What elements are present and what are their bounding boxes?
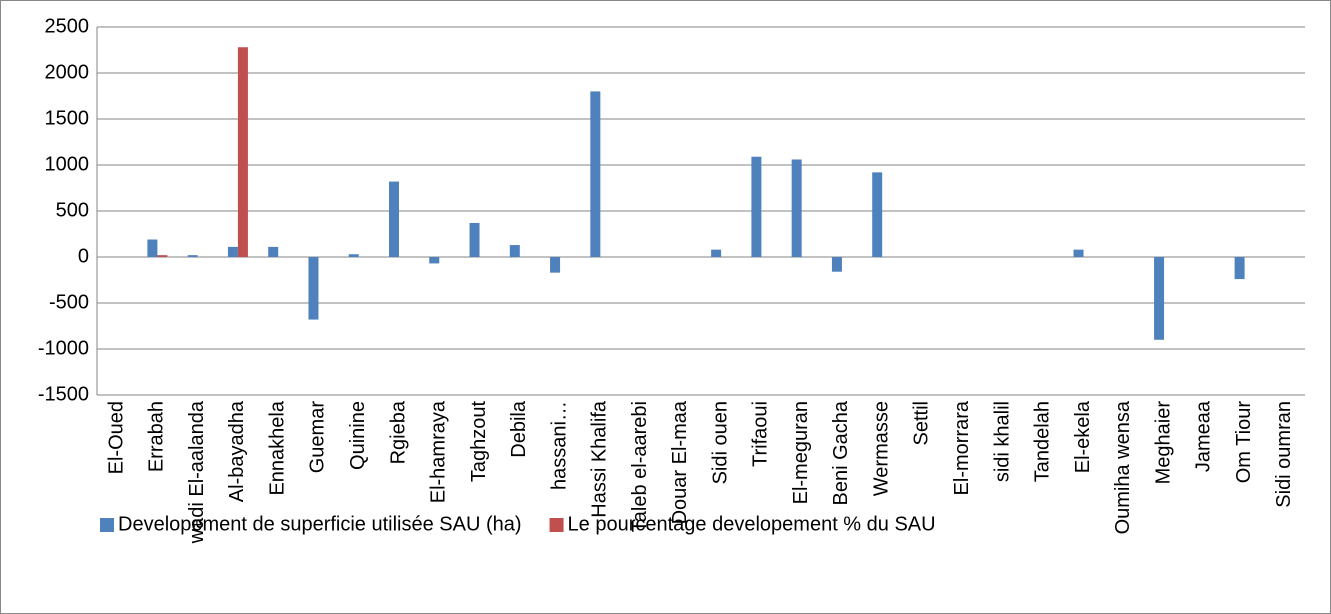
x-tick-label: El-morrara [951,400,973,495]
bar [237,47,248,257]
bar [429,257,440,264]
legend-label: Developement de superficie utilisée SAU … [118,513,522,535]
y-tick-label: -1000 [38,337,89,359]
bar [1073,249,1084,257]
x-tick-label: Quinine [347,401,369,470]
bar [469,222,480,257]
x-tick-label: Hassi Khalifa [589,400,611,518]
bar [509,245,520,257]
legend-swatch [100,518,114,532]
y-tick-label: 2500 [45,15,90,37]
x-tick-label: Oumiha wensa [1112,400,1134,534]
x-tick-label: Wermasse [870,401,892,496]
bar [751,156,762,257]
x-tick-label: Sidi ouen [709,401,731,484]
x-tick-label: Rgieba [387,400,409,464]
x-tick-label: El-hamraya [428,400,450,503]
bar [1154,257,1165,340]
x-tick-label: Guemar [307,401,329,474]
x-tick-label: Al-bayadha [226,400,248,502]
bar [389,181,399,257]
x-tick-label: Errabah [146,401,168,472]
x-tick-label: Douar El-maa [669,400,691,524]
x-tick-label: El-ekela [1072,400,1094,473]
x-tick-label: Taleb el-aarebi [629,401,651,532]
y-tick-label: -1500 [38,383,89,405]
x-tick-label: Beni Gacha [830,400,852,505]
bar [268,246,279,257]
x-tick-label: Trifaoui [750,401,772,467]
x-tick-label: Jameaa [1193,400,1215,472]
bar [791,159,802,257]
x-tick-label: El-meguran [790,401,812,504]
x-tick-label: wadi El-aalanda [186,400,208,544]
y-tick-label: 2000 [45,61,90,83]
x-tick-label: Taghzout [468,401,490,483]
bar [157,255,168,257]
x-tick-label: Ennakhela [266,400,288,495]
bar [550,257,561,273]
x-tick-label: Settil [911,401,933,445]
x-tick-label: sidi khalil [991,401,1013,482]
y-tick-label: 0 [78,245,89,267]
legend-label: Le pourcentage developement % du SAU [568,513,936,535]
bar [348,254,359,257]
bar [872,172,883,257]
y-tick-label: 1500 [45,107,90,129]
bar [590,91,601,258]
bar [831,257,842,272]
bar [711,249,722,257]
legend-swatch [549,518,564,532]
x-tick-label: Debila [508,400,530,458]
x-tick-label: El-Oued [105,401,127,474]
x-tick-label: hassani… [548,401,570,490]
y-tick-label: 500 [56,199,89,221]
bar [1234,257,1245,280]
bar [147,239,158,257]
x-tick-label: Meghaier [1152,401,1174,485]
x-tick-label: Tandelah [1032,401,1054,482]
bar [308,257,319,320]
y-tick-label: 1000 [45,153,90,175]
x-tick-label: Om Tiour [1233,401,1255,484]
bar [227,246,238,257]
x-tick-label: Sidi oumran [1273,401,1295,508]
y-tick-label: -500 [49,291,89,313]
bar [187,255,198,257]
